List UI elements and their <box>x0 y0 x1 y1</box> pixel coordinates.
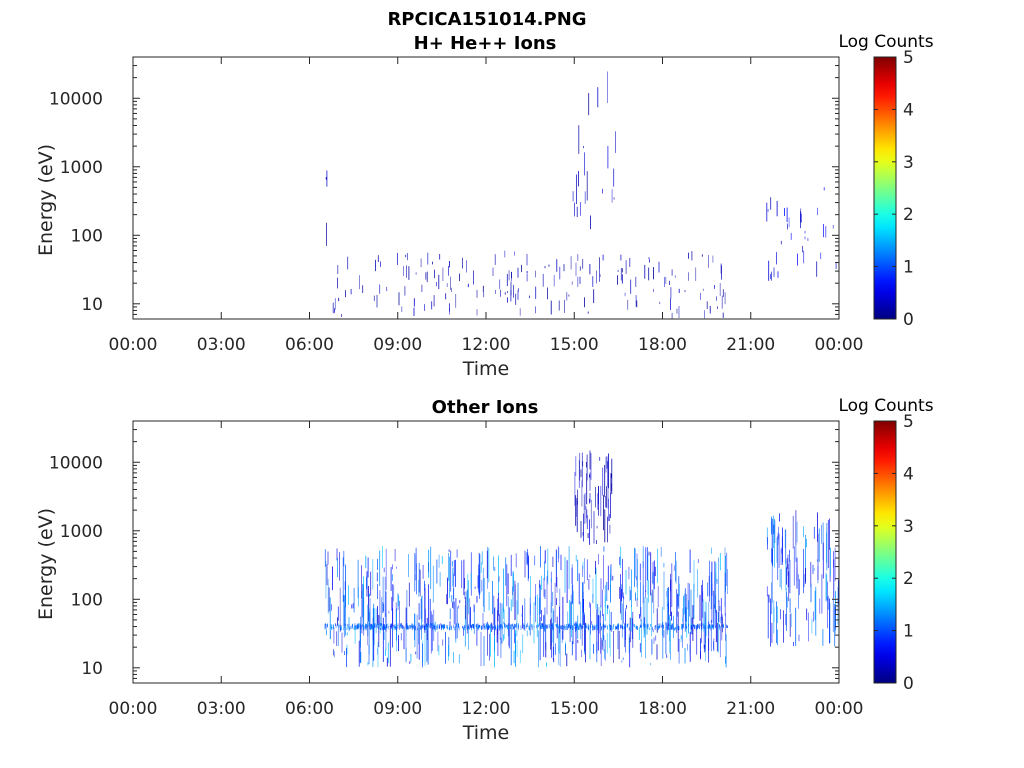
x-tick-label: 00:00 <box>815 335 864 355</box>
y-tick-label: 10 <box>81 295 103 315</box>
y-tick-label: 10 <box>81 659 103 679</box>
y-axis: 10 100 1000 10000 <box>49 56 839 320</box>
plot-area <box>133 57 839 319</box>
y-axis-label: Energy (eV) <box>35 144 57 256</box>
y-tick-label: 1000 <box>60 522 103 542</box>
heatmap-cells <box>324 450 839 668</box>
colorbar-gradient <box>873 56 897 320</box>
x-tick-label: 00:00 <box>815 699 864 719</box>
colorbar-tick-label: 5 <box>903 412 914 432</box>
colorbar-tick-label: 2 <box>903 205 914 225</box>
colorbar-label: Log Counts <box>838 396 933 416</box>
x-tick-label: 12:00 <box>462 699 511 719</box>
colorbar-tick-label: 0 <box>903 674 914 694</box>
colorbar-tick-label: 4 <box>903 100 914 120</box>
x-axis-label: Time <box>462 358 510 380</box>
colorbar-tick-label: 4 <box>903 464 914 484</box>
colorbar-gradient <box>873 420 897 684</box>
colorbar-tick-label: 1 <box>903 622 914 642</box>
heatmap-cells <box>325 71 837 319</box>
x-tick-label: 03:00 <box>197 335 246 355</box>
plot-area <box>133 421 839 683</box>
colorbar-tick-label: 5 <box>903 48 914 68</box>
colorbar-tick-label: 2 <box>903 569 914 589</box>
x-tick-label: 12:00 <box>462 335 511 355</box>
x-axis: 00:00 03:00 06:00 09:00 12:00 15:00 18:00 21:00… <box>109 421 864 719</box>
x-axis-label: Time <box>462 722 510 744</box>
x-tick-label: 00:00 <box>109 335 158 355</box>
panel-title: H+ He++ Ions <box>414 33 557 54</box>
colorbar-tick-label: 3 <box>903 153 914 173</box>
x-axis: 00:00 03:00 06:00 09:00 12:00 15:00 18:00 21:00… <box>109 57 864 355</box>
x-tick-label: 18:00 <box>638 335 687 355</box>
colorbar-tick-label: 1 <box>903 258 914 278</box>
x-tick-label: 03:00 <box>197 699 246 719</box>
x-tick-label: 09:00 <box>373 699 422 719</box>
x-tick-label: 18:00 <box>638 699 687 719</box>
x-tick-label: 06:00 <box>285 335 334 355</box>
x-tick-label: 15:00 <box>550 335 599 355</box>
panel-title: Other Ions <box>432 397 539 418</box>
x-tick-label: 21:00 <box>726 335 775 355</box>
y-axis: 10 100 1000 10000 <box>49 420 839 684</box>
colorbar-tick-label: 0 <box>903 310 914 330</box>
y-tick-label: 10000 <box>49 453 103 473</box>
y-tick-label: 10000 <box>49 89 103 109</box>
x-tick-label: 15:00 <box>550 699 599 719</box>
figure-title: RPCICA151014.PNG <box>387 9 586 30</box>
x-tick-label: 06:00 <box>285 699 334 719</box>
y-tick-label: 100 <box>71 590 103 610</box>
colorbar-tick-label: 3 <box>903 517 914 537</box>
y-tick-label: 100 <box>71 226 103 246</box>
y-axis-label: Energy (eV) <box>35 508 57 620</box>
colorbar-label: Log Counts <box>838 32 933 52</box>
x-tick-label: 09:00 <box>373 335 422 355</box>
x-tick-label: 00:00 <box>109 699 158 719</box>
y-tick-label: 1000 <box>60 158 103 178</box>
x-tick-label: 21:00 <box>726 699 775 719</box>
